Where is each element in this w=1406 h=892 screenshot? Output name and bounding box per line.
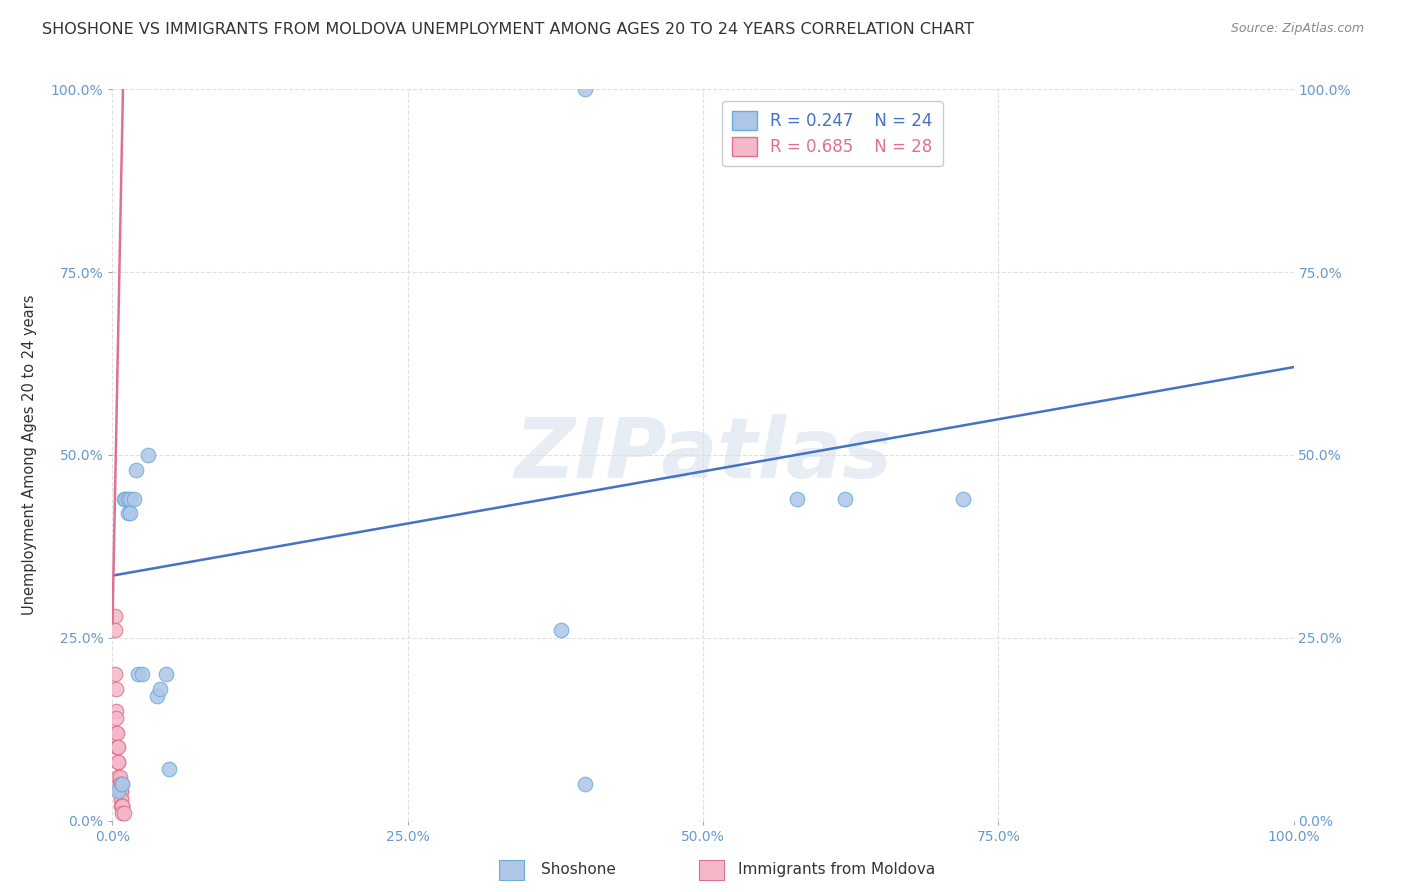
Point [107,740,129,755]
Point [110,784,132,798]
Point [105,681,128,696]
Point [834,491,856,506]
Text: SHOSHONE VS IMMIGRANTS FROM MOLDOVA UNEMPLOYMENT AMONG AGES 20 TO 24 YEARS CORRE: SHOSHONE VS IMMIGRANTS FROM MOLDOVA UNEM… [42,22,974,37]
Point [111,799,134,814]
Point [574,777,596,791]
Point [111,777,134,791]
Point [107,770,129,784]
Point [105,726,128,740]
Point [117,507,139,521]
Point [111,777,134,791]
Point [550,624,572,638]
Point [105,740,128,755]
Point [110,777,132,791]
Point [108,784,131,798]
Point [786,491,808,506]
Point [110,791,132,805]
Point [105,726,128,740]
Point [107,755,129,769]
Point [136,448,159,462]
Text: ZIPatlas: ZIPatlas [515,415,891,495]
Point [108,777,131,791]
Point [155,667,177,681]
Point [104,608,127,623]
Point [117,491,139,506]
Text: Source: ZipAtlas.com: Source: ZipAtlas.com [1230,22,1364,36]
Point [107,755,129,769]
Point [574,82,596,96]
Point [112,491,135,506]
Point [125,462,148,476]
Text: Shoshone: Shoshone [541,863,616,877]
Point [131,667,153,681]
Point [110,791,132,805]
Point [112,806,135,821]
Point [120,491,142,506]
Point [110,799,132,814]
Point [104,624,127,638]
Point [111,799,134,814]
Point [952,491,974,506]
Point [110,784,132,798]
Point [105,704,128,718]
Point [122,491,145,506]
Point [107,784,129,798]
Point [108,770,131,784]
Point [127,667,149,681]
Point [111,806,134,821]
Point [146,690,169,704]
Point [149,681,172,696]
Point [104,667,127,681]
Point [120,507,142,521]
Point [111,799,134,814]
Point [105,740,128,755]
Text: Immigrants from Moldova: Immigrants from Moldova [738,863,935,877]
Point [114,491,136,506]
Point [157,763,180,777]
Legend: R = 0.247    N = 24, R = 0.685    N = 28: R = 0.247 N = 24, R = 0.685 N = 28 [721,101,942,166]
Point [105,711,128,725]
Y-axis label: Unemployment Among Ages 20 to 24 years: Unemployment Among Ages 20 to 24 years [22,294,37,615]
